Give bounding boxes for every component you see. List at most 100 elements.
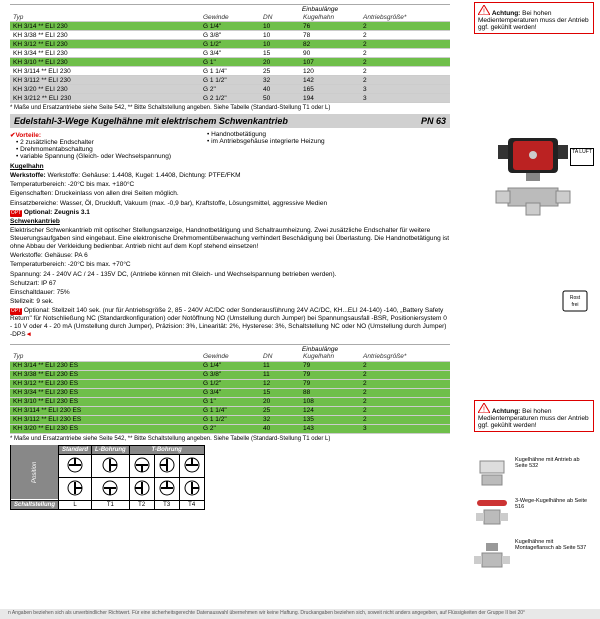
spec-table-2: Typ Gewinde DN Kugelhahn Antriebsgröße* … [10,353,450,434]
table-cell: 194 [300,94,360,103]
thumb-image [472,498,512,533]
warning-label: Achtung: [492,10,521,17]
table-cell: 11 [260,370,300,379]
table-cell: 79 [300,370,360,379]
table-cell: 2 [360,76,450,85]
body-text: Kugelhahn Werkstoffe: Werkstoffe: Gehäus… [10,163,450,340]
table-cell: KH 3/38 ** ELI 230 [10,31,200,40]
table-cell: 2 [360,31,450,40]
table-cell: G 3/4" [200,388,260,397]
table-cell: KH 3/38 ** ELI 230 ES [10,370,200,379]
thumb-row: Kugelhähne mit Antrieb ab Seite 532 [472,457,592,492]
table-cell: 2 [360,379,450,388]
table-cell: G 2" [200,85,260,94]
table-row: KH 3/12 ** ELI 230 ESG 1/2"12792 [10,379,450,388]
table-cell: G 1" [200,58,260,67]
bore-col-header: T-Bohrung [129,445,204,454]
table-cell: 25 [260,67,300,76]
table1-superheader: Einbaulänge [10,6,450,13]
table-cell: KH 3/10 ** ELI 230 [10,58,200,67]
warning-box-2: ! Achtung: Bei hohen Medientemperaturen … [474,400,594,432]
product-image [474,130,592,220]
table-cell: 124 [300,406,360,415]
table-cell: G 2" [200,424,260,433]
bore-diagram-cell [59,454,92,477]
table-cell: G 1/4" [200,22,260,31]
bore-cell-label: T3 [154,500,179,509]
table-cell: KH 3/114 ** ELI 230 [10,67,200,76]
table-row: KH 3/12 ** ELI 230G 1/2"10822 [10,40,450,49]
table2-footnote: * Maße und Ersatzantriebe siehe Seite 54… [10,436,590,442]
thumb-row: 3-Wege-Kugelhähne ab Seite 516 [472,498,592,533]
advantages-block: ✔Vorteile: 2 zusätzliche Endschalter Dre… [10,131,450,160]
table-cell: 76 [300,22,360,31]
table-cell: 143 [300,424,360,433]
advantage-item: Handnotbetätigung [207,131,325,138]
table-cell: 2 [360,22,450,31]
thumb-row: Kugelhähne mit Montageflansch ab Seite 5… [472,539,592,574]
table-cell: 78 [300,31,360,40]
table-cell: 2 [360,406,450,415]
table-cell: 32 [260,415,300,424]
svg-text:Rost: Rost [570,295,581,301]
red-arrow-icon: ◄ [26,331,32,338]
table-row: KH 3/20 ** ELI 230G 2"401653 [10,85,450,94]
table-cell: G 2 1/2" [200,94,260,103]
table-cell: G 1 1/4" [200,406,260,415]
table-row: KH 3/114 ** ELI 230G 1 1/4"251202 [10,67,450,76]
table-row: KH 3/38 ** ELI 230 ESG 3/8"11792 [10,370,450,379]
table-cell: KH 3/34 ** ELI 230 ES [10,388,200,397]
pn-rating: PN 63 [421,116,446,126]
bore-cell-label: T2 [129,500,154,509]
table-cell: 79 [300,361,360,370]
table-cell: 2 [360,361,450,370]
table-row: KH 3/10 ** ELI 230 ESG 1"201082 [10,397,450,406]
table-cell: 10 [260,40,300,49]
table-cell: KH 3/112 ** ELI 230 ES [10,415,200,424]
table-cell: KH 3/10 ** ELI 230 ES [10,397,200,406]
bore-diagram-cell [154,477,179,500]
table-row: KH 3/20 ** ELI 230 ESG 2"401433 [10,424,450,433]
table-cell: 10 [260,31,300,40]
table-cell: 2 [360,415,450,424]
table-cell: G 1/4" [200,361,260,370]
section-title: Edelstahl-3-Wege Kugelhähne mit elektris… [14,116,288,126]
table-cell: 20 [260,397,300,406]
page-footer: n Angaben beziehen sich als unverbindlic… [0,609,600,619]
optional-icon: OPT [10,210,22,217]
table2-header-row: Typ Gewinde DN Kugelhahn Antriebsgröße* [10,353,450,362]
table-cell: G 1/2" [200,40,260,49]
table-cell: 15 [260,388,300,397]
svg-text:frei: frei [572,302,579,308]
table-cell: 10 [260,22,300,31]
table-cell: 2 [360,67,450,76]
advantage-item: variable Spannung (Gleich- oder Wechsels… [16,153,171,160]
table-cell: 20 [260,58,300,67]
bore-cell-label: T1 [92,500,130,509]
table2-superheader: Einbaulänge [10,346,450,353]
warning-box-1: ! Achtung: Bei hohen Medientemperaturen … [474,2,594,34]
bore-diagram-cell [59,477,92,500]
bore-position-label: Position [11,445,59,500]
spec-table-1: Typ Gewinde DN Kugelhahn Antriebsgröße* … [10,13,450,103]
warning-triangle-icon: ! [478,403,490,413]
bore-cell-label: L [59,500,92,509]
table-cell: KH 3/12 ** ELI 230 ES [10,379,200,388]
table-cell: 3 [360,85,450,94]
rostfrei-badge: Rostfrei [562,290,588,312]
table-cell: KH 3/14 ** ELI 230 [10,22,200,31]
table-cell: KH 3/212 ** ELI 230 [10,94,200,103]
table-cell: KH 3/20 ** ELI 230 [10,85,200,94]
table-row: KH 3/14 ** ELI 230G 1/4"10762 [10,22,450,31]
table-cell: 90 [300,49,360,58]
table-cell: 3 [360,94,450,103]
table-cell: 88 [300,388,360,397]
table-row: KH 3/112 ** ELI 230 ESG 1 1/2"321352 [10,415,450,424]
bore-diagram-cell [92,477,130,500]
table-cell: 40 [260,85,300,94]
table-cell: 3 [360,424,450,433]
table-cell: KH 3/112 ** ELI 230 [10,76,200,85]
table-cell: 135 [300,415,360,424]
bore-col-header: Standard [59,445,92,454]
table-row: KH 3/14 ** ELI 230 ESG 1/4"11792 [10,361,450,370]
